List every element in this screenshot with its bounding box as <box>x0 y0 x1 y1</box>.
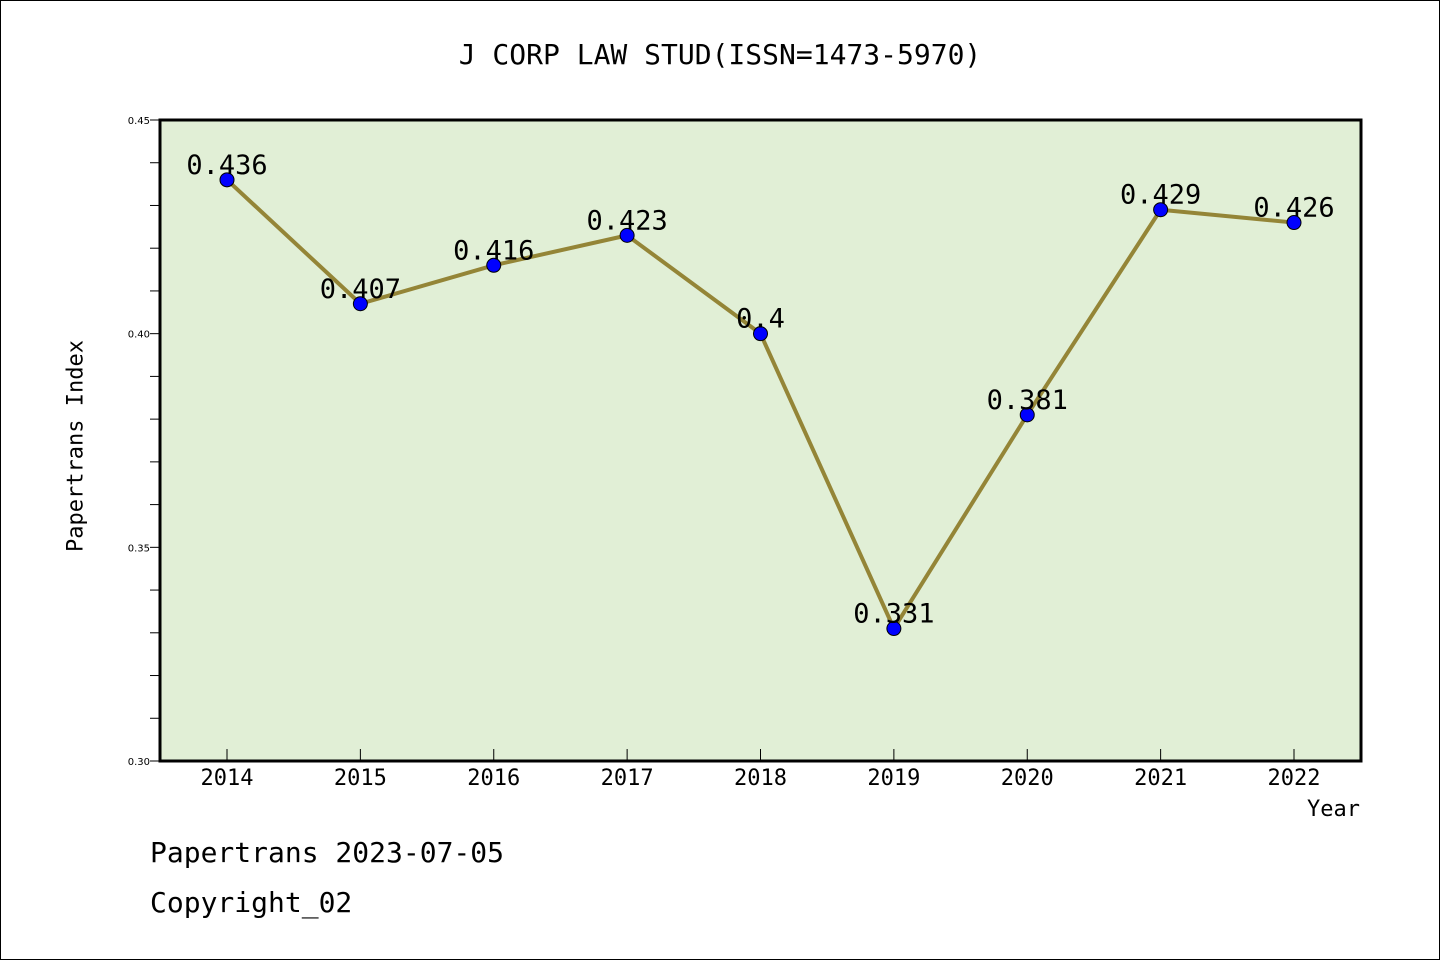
data-label: 0.416 <box>453 235 534 266</box>
x-tick-label: 2014 <box>201 766 254 791</box>
data-label: 0.423 <box>586 205 667 236</box>
data-label: 0.429 <box>1120 180 1201 211</box>
x-tick-label: 2019 <box>867 766 920 791</box>
data-point <box>1286 215 1302 231</box>
plot-area <box>160 120 1361 761</box>
plot-border <box>158 118 1363 763</box>
x-tick-label: 2021 <box>1134 766 1187 791</box>
y-tick-label: 0.45 <box>128 116 150 127</box>
data-label: 0.381 <box>987 385 1068 416</box>
x-tick-label: 2022 <box>1268 766 1321 791</box>
data-label: 0.4 <box>736 304 785 335</box>
data-points <box>219 172 1302 637</box>
x-tick-label: 2016 <box>467 766 520 791</box>
data-point <box>1153 202 1169 218</box>
data-label: 0.331 <box>853 599 934 630</box>
data-point <box>1019 407 1035 423</box>
data-labels: 0.436 0.407 0.416 0.423 0.4 0.331 0.381 0.429 0.… <box>186 150 1334 630</box>
footer-source-date: Papertrans 2023-07-05 <box>150 836 505 869</box>
x-tick-label: 2015 <box>334 766 387 791</box>
data-point <box>886 621 902 637</box>
data-point <box>352 296 368 312</box>
data-label: 0.436 <box>186 150 267 181</box>
chart-title: J CORP LAW STUD(ISSN=1473-5970) <box>458 38 982 71</box>
x-tick-label: 2017 <box>601 766 654 791</box>
x-tick-label: 2018 <box>734 766 787 791</box>
data-point <box>219 172 235 188</box>
x-axis-label: Year <box>1307 797 1360 822</box>
y-tick-label: 0.30 <box>128 757 150 768</box>
y-axis: 0.30 0.35 0.40 0.45 <box>128 116 160 768</box>
y-tick-label: 0.40 <box>128 330 150 341</box>
data-point <box>753 326 768 342</box>
y-tick-label: 0.35 <box>128 543 150 554</box>
x-axis: 2014 2015 2016 2017 2018 2019 2020 2021 2022 <box>201 749 1321 791</box>
data-label: 0.407 <box>320 274 401 305</box>
data-point <box>619 227 635 243</box>
x-tick-label: 2020 <box>1001 766 1054 791</box>
data-point <box>486 257 502 273</box>
data-label: 0.426 <box>1253 193 1334 224</box>
footer-copyright: Copyright_02 <box>150 886 353 919</box>
